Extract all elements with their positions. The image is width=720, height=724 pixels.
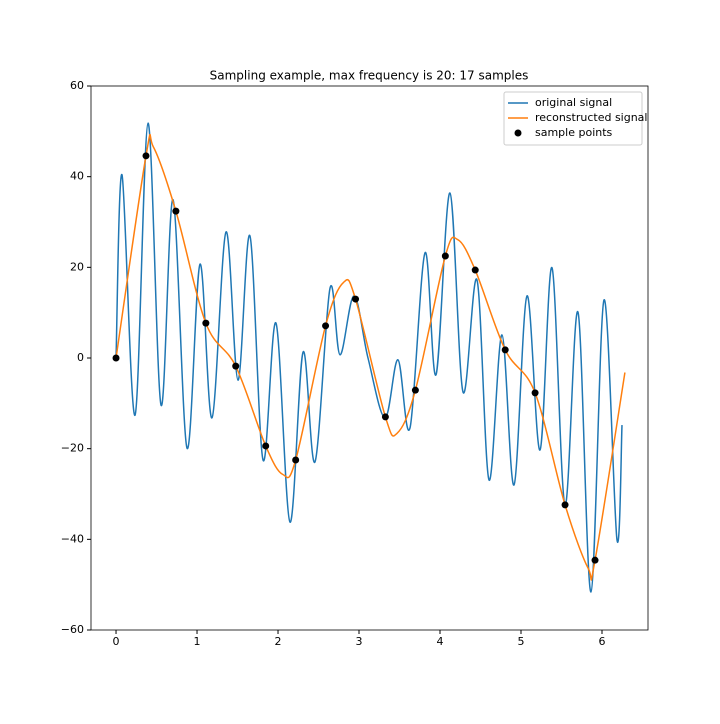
legend-marker xyxy=(514,129,522,137)
legend-label: sample points xyxy=(535,126,613,139)
legend-label: original signal xyxy=(535,96,612,109)
legend-label: reconstructed signal xyxy=(535,111,647,124)
legend-box xyxy=(503,91,643,146)
x-tick-label: 2 xyxy=(275,635,282,648)
sample-point xyxy=(352,295,360,303)
x-tick-label: 3 xyxy=(356,635,363,648)
sample-point xyxy=(172,207,180,215)
sample-point xyxy=(232,362,240,370)
y-tick-label: 40 xyxy=(70,170,84,183)
sample-point xyxy=(411,386,419,394)
sample-point xyxy=(501,346,509,354)
y-tick-label: −60 xyxy=(61,623,84,636)
sample-point xyxy=(471,266,479,274)
y-tick-label: −20 xyxy=(61,442,84,455)
sample-point xyxy=(292,456,300,464)
x-tick-label: 1 xyxy=(194,635,201,648)
sample-point xyxy=(441,252,449,260)
sample-point xyxy=(322,322,330,330)
sample-point xyxy=(591,556,599,564)
sample-point xyxy=(531,389,539,397)
sample-point xyxy=(142,152,150,160)
sample-point xyxy=(202,319,210,327)
sample-point xyxy=(561,501,569,509)
x-tick-label: 0 xyxy=(113,635,120,648)
sample-point xyxy=(262,442,270,450)
signal-line xyxy=(115,133,626,581)
sample-point xyxy=(112,354,120,362)
y-tick-label: 60 xyxy=(70,79,84,92)
x-tick-label: 6 xyxy=(598,635,605,648)
chart-title: Sampling example, max frequency is 20: 1… xyxy=(210,69,529,83)
plot-frame xyxy=(90,85,649,631)
y-tick-label: 20 xyxy=(70,260,84,273)
x-tick-label: 4 xyxy=(437,635,444,648)
x-tick-label: 5 xyxy=(518,635,525,648)
sample-point xyxy=(381,413,389,421)
signal-line xyxy=(115,122,623,593)
y-tick-label: 0 xyxy=(77,351,84,364)
y-tick-label: −40 xyxy=(61,532,84,545)
